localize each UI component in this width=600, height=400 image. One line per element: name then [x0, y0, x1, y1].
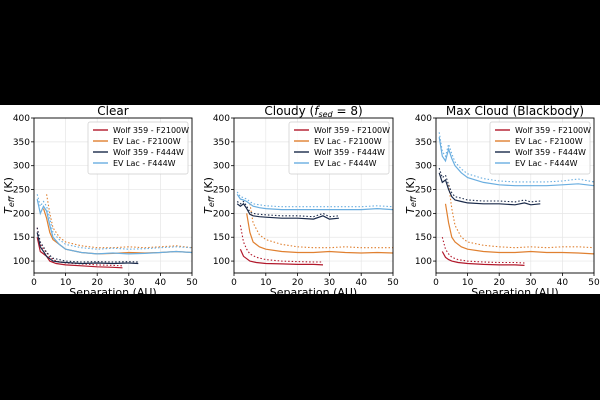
y-tick-label: 200: [415, 209, 432, 219]
x-tick-label: 0: [231, 278, 237, 288]
series-line-ev-lac-f444w-dotted: [236, 191, 394, 208]
x-tick-label: 10: [60, 278, 72, 288]
legend-entry: EV Lac - F2100W: [515, 137, 583, 146]
series-line-wolf-359-f444w-dotted: [438, 167, 541, 203]
series-group: [438, 132, 595, 266]
x-axis-label: Separation (AU): [270, 286, 357, 294]
legend-entry: Wolf 359 - F444W: [515, 148, 586, 157]
series-line-wolf-359-f444w-solid: [438, 172, 541, 206]
series-line-ev-lac-f444w-dotted: [438, 132, 595, 183]
chart-figure: 0 10 20 30 40 50100150200250300350400ClearSep…: [2, 105, 600, 294]
legend-entry: EV Lac - F2100W: [314, 137, 382, 146]
x-tick-label: 20: [493, 278, 505, 288]
plot-frame: [33, 117, 193, 274]
x-tick-label: 30: [525, 278, 537, 288]
y-tick-label: 350: [213, 138, 230, 148]
x-tick-label: 20: [91, 278, 103, 288]
x-tick-label: 40: [355, 278, 367, 288]
legend-entry: EV Lac - F444W: [515, 159, 578, 168]
y-axis-label: Teff (K): [202, 177, 216, 214]
legend-entry: Wolf 359 - F444W: [113, 148, 184, 157]
legend-box: [288, 121, 390, 175]
y-tick-label: 150: [415, 233, 432, 243]
legend-entry: Wolf 359 - F2100W: [113, 126, 189, 135]
series-line-wolf-359-f444w-dotted: [36, 227, 139, 263]
x-axis-label: Separation (AU): [69, 286, 156, 294]
y-tick-label: 150: [13, 233, 30, 243]
panel-3: 0 10 20 30 40 50 100 150 200 250 300 350 400 Max Clou…: [404, 105, 600, 294]
series-line-wolf-359-f2100w-dotted: [441, 237, 525, 264]
series-group: [236, 191, 394, 266]
panel-2: 0 10 20 30 40 50 100 150 200 250 300 350 400 Cloudy (…: [202, 105, 399, 294]
y-tick-label: 300: [213, 162, 230, 172]
x-tick-label: 0: [31, 278, 37, 288]
x-tick-label: 30: [324, 278, 336, 288]
figure: 0 10 20 30 40 50 100 150 200 250 300 350 400 Clear Sep…: [0, 105, 600, 294]
legend-entry: Wolf 359 - F444W: [314, 148, 385, 157]
y-tick-label: 300: [13, 162, 30, 172]
y-tick-label: 400: [13, 114, 30, 124]
x-tick-label: 50: [588, 278, 600, 288]
series-line-ev-lac-f2100w-solid: [444, 203, 595, 255]
x-tick-label: 40: [155, 278, 167, 288]
y-tick-label: 100: [415, 257, 432, 267]
x-tick-label: 50: [387, 278, 399, 288]
y-tick-label: 250: [13, 186, 30, 196]
legend-entry: EV Lac - F2100W: [113, 137, 181, 146]
series-group: [36, 194, 193, 269]
x-tick-label: 30: [123, 278, 135, 288]
legend: Wolf 359 - F2100W EV Lac - F2100W Wolf 359…: [489, 121, 591, 175]
series-line-ev-lac-f444w-solid: [236, 193, 394, 211]
plot-frame: [435, 117, 595, 274]
series-line-ev-lac-f444w-solid: [438, 137, 595, 187]
y-tick-label: 150: [213, 233, 230, 243]
legend: Wolf 359 - F2100W EV Lac - F2100W Wolf 359…: [87, 121, 189, 175]
series-line-wolf-359-f2100w-solid: [441, 251, 525, 266]
y-tick-label: 200: [13, 209, 30, 219]
series-line-wolf-359-f2100w-dotted: [239, 225, 323, 263]
series-line-wolf-359-f444w-solid: [36, 232, 139, 265]
panel-title: Max Cloud (Blackbody): [446, 105, 584, 118]
legend: Wolf 359 - F2100W EV Lac - F2100W Wolf 359…: [288, 121, 390, 175]
y-tick-label: 250: [415, 186, 432, 196]
series-line-ev-lac-f2100w-dotted: [46, 194, 193, 249]
series-line-wolf-359-f444w-solid: [236, 202, 339, 220]
series-line-ev-lac-f444w-dotted: [36, 194, 193, 250]
x-axis-label: Separation (AU): [471, 286, 558, 294]
x-tick-label: 10: [462, 278, 474, 288]
legend-entry: EV Lac - F444W: [113, 159, 176, 168]
x-tick-label: 50: [186, 278, 198, 288]
y-tick-label: 250: [213, 186, 230, 196]
legend-entry: EV Lac - F444W: [314, 159, 377, 168]
panel-1: 0 10 20 30 40 50 100 150 200 250 300 350 400 Clear Sep…: [2, 105, 198, 294]
x-tick-label: 0: [433, 278, 439, 288]
y-tick-label: 200: [213, 209, 230, 219]
y-tick-label: 300: [415, 162, 432, 172]
x-tick-label: 20: [292, 278, 304, 288]
y-axis-label: Teff (K): [404, 177, 418, 214]
legend-entry: Wolf 359 - F2100W: [515, 126, 591, 135]
y-tick-label: 100: [13, 257, 30, 267]
series-line-ev-lac-f444w-solid: [36, 198, 193, 255]
panel-title: Cloudy (fsed = 8): [264, 105, 362, 119]
x-tick-label: 10: [260, 278, 272, 288]
legend-box: [489, 121, 591, 175]
plot-frame: [233, 117, 394, 274]
legend-entry: Wolf 359 - F2100W: [314, 126, 390, 135]
series-line-wolf-359-f2100w-solid: [36, 237, 123, 269]
series-line-ev-lac-f2100w-dotted: [249, 203, 393, 249]
legend-box: [87, 121, 189, 175]
x-tick-label: 40: [557, 278, 569, 288]
series-line-wolf-359-f2100w-solid: [239, 248, 324, 266]
y-tick-label: 400: [213, 114, 230, 124]
y-axis-label: Teff (K): [2, 177, 16, 214]
panel-title: Clear: [97, 105, 128, 118]
series-line-ev-lac-f2100w-solid: [246, 213, 394, 254]
y-tick-label: 100: [213, 257, 230, 267]
y-tick-label: 350: [13, 138, 30, 148]
y-tick-label: 400: [415, 114, 432, 124]
y-tick-label: 350: [415, 138, 432, 148]
series-line-ev-lac-f2100w-dotted: [448, 184, 595, 249]
